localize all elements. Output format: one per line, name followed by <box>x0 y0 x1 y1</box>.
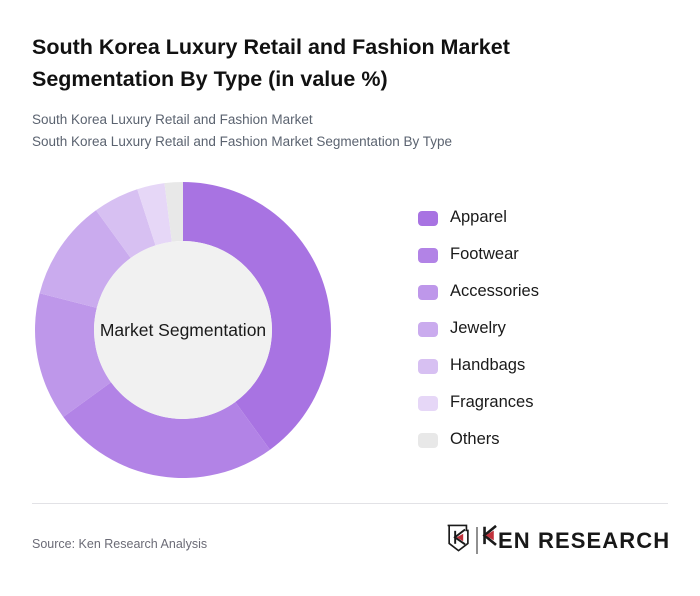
svg-text:EN RESEARCH: EN RESEARCH <box>498 528 669 553</box>
